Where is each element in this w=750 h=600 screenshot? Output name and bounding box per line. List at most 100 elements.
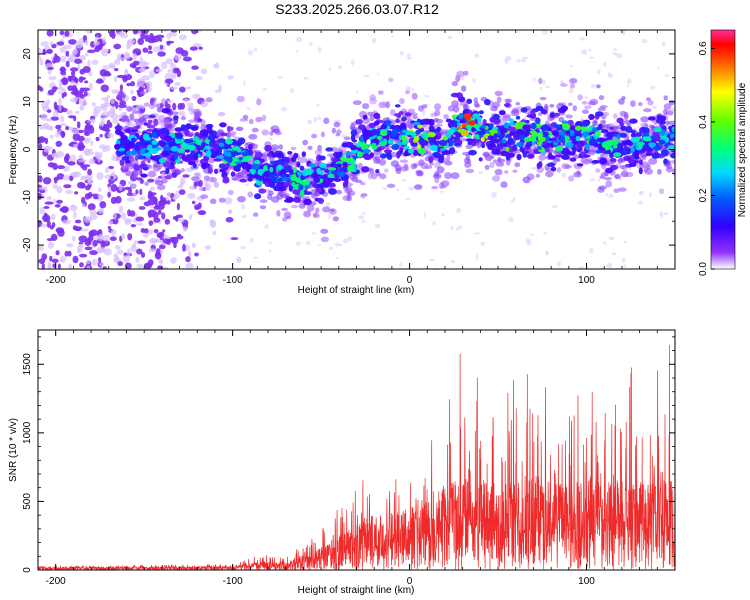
noise-cell: [74, 90, 81, 97]
noise-cell: [228, 127, 234, 131]
noise-cell: [448, 36, 453, 39]
noise-cell: [67, 161, 76, 165]
spectrogram-cell: [638, 102, 643, 106]
spectrogram-cell: [408, 149, 414, 154]
noise-cell: [177, 70, 181, 78]
snr-panel: -200 -100 0 100050010001500 Height of strai…: [8, 330, 675, 596]
noise-cell: [130, 90, 134, 95]
spectrogram-cell: [466, 154, 471, 161]
spectrogram-cell: [134, 145, 139, 151]
spectrogram-cell: [438, 156, 444, 163]
spectrogram-cell: [566, 142, 574, 148]
spectrogram-cell: [143, 133, 149, 140]
spectrogram-cell: [444, 172, 452, 179]
spectrogram-cell: [451, 172, 460, 179]
noise-cell: [348, 236, 352, 241]
spectrogram-cell: [219, 198, 226, 203]
noise-cell: [65, 51, 69, 57]
spectrogram-cell: [133, 165, 140, 171]
noise-cell: [47, 67, 54, 70]
spectrogram-cell: [522, 177, 530, 184]
noise-cell: [194, 253, 199, 257]
spectrogram-cell: [343, 181, 348, 188]
spectrogram-cell: [597, 137, 605, 142]
noise-cell: [78, 155, 83, 159]
spectrogram-cell: [158, 115, 165, 121]
noise-cell: [190, 46, 198, 50]
spectrogram-cell: [569, 78, 577, 84]
noise-cell: [159, 199, 167, 204]
spectrogram-cell: [570, 132, 575, 136]
spectrogram-cell: [210, 199, 217, 204]
spectrogram-cell: [596, 84, 601, 88]
spectrogram-cell: [220, 133, 228, 136]
noise-cell: [72, 236, 76, 241]
noise-cell: [151, 239, 155, 242]
noise-cell: [54, 179, 57, 184]
noise-cell: [90, 140, 93, 146]
noise-cell: [382, 187, 387, 190]
noise-cell: [148, 259, 154, 266]
spectrogram-cell: [120, 159, 125, 166]
spectrogram-cell: [621, 96, 625, 100]
spectrogram-cell: [361, 143, 369, 150]
noise-cell: [108, 226, 111, 229]
noise-cell: [158, 259, 163, 265]
noise-cell: [147, 51, 152, 54]
noise-cell: [99, 262, 104, 266]
noise-cell: [99, 152, 102, 159]
spectrogram-cell: [584, 105, 591, 109]
spectrogram-cell: [392, 129, 398, 136]
spectrogram-cell: [245, 156, 253, 160]
spectrogram-cell: [321, 237, 329, 243]
spectrogram-cell: [667, 109, 673, 115]
noise-cell: [136, 257, 140, 263]
noise-cell: [187, 193, 195, 199]
noise-cell: [127, 197, 135, 202]
noise-cell: [114, 76, 117, 82]
spectrogram-cell: [137, 108, 144, 114]
spectrogram-cell: [222, 164, 230, 169]
spectrogram-cell: [230, 163, 237, 166]
spectrogram-cell: [143, 122, 148, 126]
noise-cell: [119, 206, 124, 214]
snr-series: [38, 345, 675, 570]
spectrogram-cell: [384, 169, 388, 173]
spectrogram-cell: [588, 114, 594, 120]
spectrogram-cell: [388, 78, 393, 83]
spectrogram-cell: [664, 103, 672, 110]
spectrogram-cell: [582, 121, 590, 127]
noise-cell: [131, 224, 136, 227]
spectrogram-xtick-label: -200: [46, 275, 66, 286]
spectrogram-cell: [509, 153, 515, 158]
spectrogram-cell: [496, 162, 504, 167]
noise-cell: [120, 84, 123, 91]
spectrogram-cell: [600, 105, 608, 108]
spectrogram-cell: [256, 98, 261, 105]
spectrogram-cell: [277, 192, 284, 197]
spectrogram-cell: [451, 120, 455, 123]
spectrogram-cell: [406, 132, 415, 136]
spectrogram-cell: [200, 194, 208, 199]
spectrogram-cell: [449, 139, 454, 146]
spectrogram-cell: [530, 109, 535, 116]
spectrogram-cell: [535, 117, 541, 124]
spectrogram-cell: [268, 190, 274, 195]
spectrogram-cell: [130, 113, 135, 120]
noise-cell: [97, 172, 104, 180]
spectrogram-cell: [628, 159, 634, 164]
colorbar-label: Normalized spectral amplitude: [737, 82, 748, 217]
snr-xlabel: Height of straight line (km): [298, 585, 415, 596]
snr-ytick-label: 0: [22, 567, 33, 573]
spectrogram-cell: [144, 102, 150, 106]
noise-cell: [424, 95, 429, 97]
colorbar-tick-label: 0.2: [698, 188, 709, 202]
noise-cell: [88, 192, 93, 199]
spectrogram-cell: [378, 90, 384, 95]
noise-cell: [296, 37, 302, 43]
noise-cell: [597, 70, 601, 75]
noise-cell: [75, 111, 80, 114]
spectrogram-cell: [327, 174, 334, 178]
noise-cell: [472, 78, 476, 83]
spectrogram-ylabel: Frequency (Hz): [8, 116, 19, 185]
